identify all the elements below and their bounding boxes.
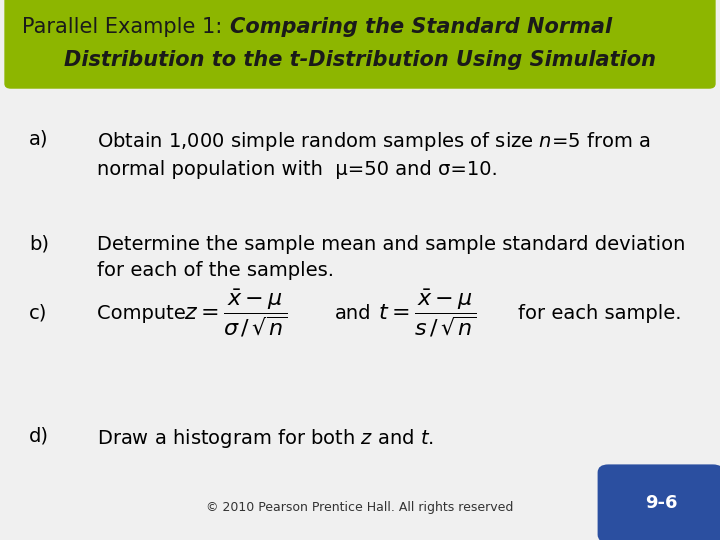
Ellipse shape	[656, 480, 667, 489]
Ellipse shape	[642, 471, 652, 481]
Ellipse shape	[626, 480, 638, 489]
Text: c): c)	[29, 303, 48, 323]
Text: a): a)	[29, 130, 48, 148]
Text: Distribution to the t-Distribution Using Simulation: Distribution to the t-Distribution Using…	[64, 50, 656, 70]
Text: and: and	[335, 303, 372, 323]
Ellipse shape	[642, 480, 652, 489]
Text: Obtain 1,000 simple random samples of size $n$=5 from a
normal population with  : Obtain 1,000 simple random samples of si…	[97, 130, 651, 179]
Ellipse shape	[684, 488, 696, 497]
Ellipse shape	[612, 471, 623, 481]
Text: Compute: Compute	[97, 303, 199, 323]
Ellipse shape	[656, 488, 667, 497]
Ellipse shape	[626, 471, 638, 481]
Text: b): b)	[29, 235, 49, 254]
Text: Draw a histogram for both $z$ and $t$.: Draw a histogram for both $z$ and $t$.	[97, 427, 434, 450]
Text: 9-6: 9-6	[644, 494, 678, 512]
Ellipse shape	[684, 471, 696, 481]
Ellipse shape	[684, 480, 696, 489]
Text: Determine the sample mean and sample standard deviation
for each of the samples.: Determine the sample mean and sample sta…	[97, 235, 685, 280]
Ellipse shape	[612, 488, 623, 497]
Ellipse shape	[642, 488, 652, 497]
FancyBboxPatch shape	[5, 0, 715, 88]
Ellipse shape	[612, 480, 623, 489]
FancyBboxPatch shape	[598, 464, 720, 540]
Text: d): d)	[29, 427, 49, 446]
Text: $t = \dfrac{\bar{x} - \mu}{s\,/\,\sqrt{n}}$: $t = \dfrac{\bar{x} - \mu}{s\,/\,\sqrt{n…	[378, 287, 476, 339]
Ellipse shape	[656, 471, 667, 481]
Text: $z = \dfrac{\bar{x} - \mu}{\sigma\,/\,\sqrt{n}}$: $z = \dfrac{\bar{x} - \mu}{\sigma\,/\,\s…	[184, 287, 287, 339]
Ellipse shape	[670, 488, 681, 497]
Ellipse shape	[670, 480, 681, 489]
Text: Parallel Example 1:: Parallel Example 1:	[22, 17, 235, 37]
Ellipse shape	[670, 471, 681, 481]
Text: © 2010 Pearson Prentice Hall. All rights reserved: © 2010 Pearson Prentice Hall. All rights…	[207, 501, 513, 514]
Text: Comparing the Standard Normal: Comparing the Standard Normal	[230, 17, 613, 37]
Ellipse shape	[626, 488, 638, 497]
Text: for each sample.: for each sample.	[518, 303, 682, 323]
